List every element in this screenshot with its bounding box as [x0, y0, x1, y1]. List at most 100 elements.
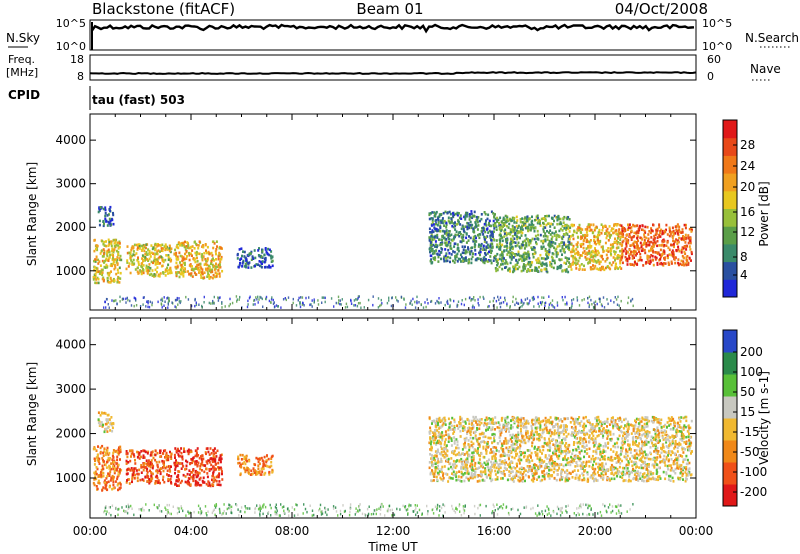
echo-cell — [148, 269, 151, 273]
echo-cell — [241, 453, 244, 457]
ground-scatter-cell — [432, 512, 435, 515]
echo-cell — [195, 267, 197, 270]
echo-cell — [211, 270, 214, 274]
echo-cell — [499, 232, 502, 235]
ground-scatter-cell — [479, 503, 482, 507]
echo-cell — [542, 240, 545, 243]
ground-scatter-cell — [276, 509, 278, 512]
echo-cell — [521, 217, 524, 220]
echo-cell — [659, 235, 662, 238]
echo-cell — [517, 241, 520, 245]
echo-cell — [167, 255, 170, 259]
ground-scatter-cell — [324, 508, 327, 511]
ground-scatter-cell — [463, 509, 466, 512]
ground-scatter-cell — [538, 305, 540, 308]
echo-cell — [107, 244, 110, 248]
echo-cell — [579, 254, 582, 257]
ground-scatter-cell — [147, 301, 149, 305]
echo-cell — [475, 219, 478, 222]
ground-scatter-cell — [180, 300, 182, 303]
echo-cell — [575, 243, 578, 246]
echo-cell — [428, 247, 431, 251]
echo-cell — [119, 481, 122, 485]
echo-cell — [504, 214, 507, 218]
ground-scatter-cell — [375, 509, 377, 512]
echo-cell — [178, 454, 181, 458]
ground-scatter-cell — [270, 301, 272, 304]
echo-cell — [212, 246, 215, 250]
echo-cell — [433, 455, 436, 458]
echo-cell — [550, 240, 553, 244]
echo-cell — [132, 471, 135, 475]
echo-cell — [159, 250, 161, 253]
echo-cell — [103, 460, 105, 463]
echo-cell — [591, 231, 594, 235]
echo-cell — [687, 236, 690, 239]
echo-cell — [149, 465, 152, 469]
echo-cell — [505, 240, 508, 244]
echo-cell — [481, 227, 483, 230]
echo-cell — [144, 466, 147, 469]
echo-cell — [182, 268, 185, 272]
echo-cell — [166, 469, 169, 473]
echo-cell — [628, 256, 631, 260]
echo-cell — [496, 263, 499, 267]
echo-cell — [561, 225, 564, 228]
ground-scatter-cell — [262, 512, 264, 516]
echo-cell — [204, 451, 207, 454]
echo-cell — [516, 244, 519, 247]
ground-scatter-cell — [167, 306, 169, 309]
echo-cell — [511, 255, 514, 258]
echo-cell — [113, 245, 116, 248]
echo-cell — [664, 230, 667, 234]
echo-cell — [109, 457, 112, 460]
echo-cell — [104, 486, 107, 489]
ground-scatter-cell — [168, 299, 170, 302]
ground-scatter-cell — [147, 305, 149, 309]
echo-cell — [559, 227, 562, 231]
ground-scatter-cell — [548, 295, 550, 298]
echo-cell — [646, 256, 649, 260]
echo-cell — [668, 228, 671, 231]
echo-cell — [572, 244, 575, 248]
ground-scatter-cell — [160, 303, 163, 306]
ground-scatter-cell — [543, 296, 545, 299]
echo-cell — [132, 246, 135, 249]
echo-cell — [536, 214, 539, 218]
ground-scatter-cell — [579, 504, 581, 508]
ground-scatter-cell — [257, 301, 259, 304]
echo-cell — [133, 467, 136, 470]
echo-cell — [579, 243, 582, 246]
ground-scatter-cell — [593, 301, 595, 305]
echo-cell — [162, 478, 164, 482]
ground-scatter-cell — [257, 295, 259, 299]
echo-cell — [558, 258, 561, 261]
ground-scatter-cell — [438, 297, 440, 300]
echo-cell — [154, 449, 157, 453]
ground-scatter-cell — [439, 509, 441, 512]
echo-cell — [636, 242, 638, 246]
echo-cell — [551, 252, 554, 255]
ground-scatter-cell — [387, 509, 389, 513]
echo-cell — [100, 270, 103, 273]
echo-cell — [112, 260, 115, 264]
echo-cell — [499, 439, 502, 443]
echo-cell — [531, 222, 534, 226]
ground-scatter-cell — [512, 507, 514, 510]
echo-cell — [245, 265, 248, 269]
echo-cell — [133, 477, 136, 480]
echo-cell — [106, 430, 109, 433]
ground-scatter-cell — [130, 504, 132, 508]
echo-cell — [210, 251, 213, 255]
echo-cell — [524, 239, 527, 242]
ground-scatter-cell — [215, 503, 217, 506]
echo-cell — [661, 232, 664, 235]
echo-cell — [596, 249, 599, 253]
ground-scatter-cell — [477, 301, 479, 305]
echo-cell — [453, 261, 456, 264]
echo-cell — [126, 261, 129, 264]
echo-cell — [683, 434, 685, 438]
echo-cell — [189, 483, 192, 486]
echo-cell — [514, 265, 517, 268]
